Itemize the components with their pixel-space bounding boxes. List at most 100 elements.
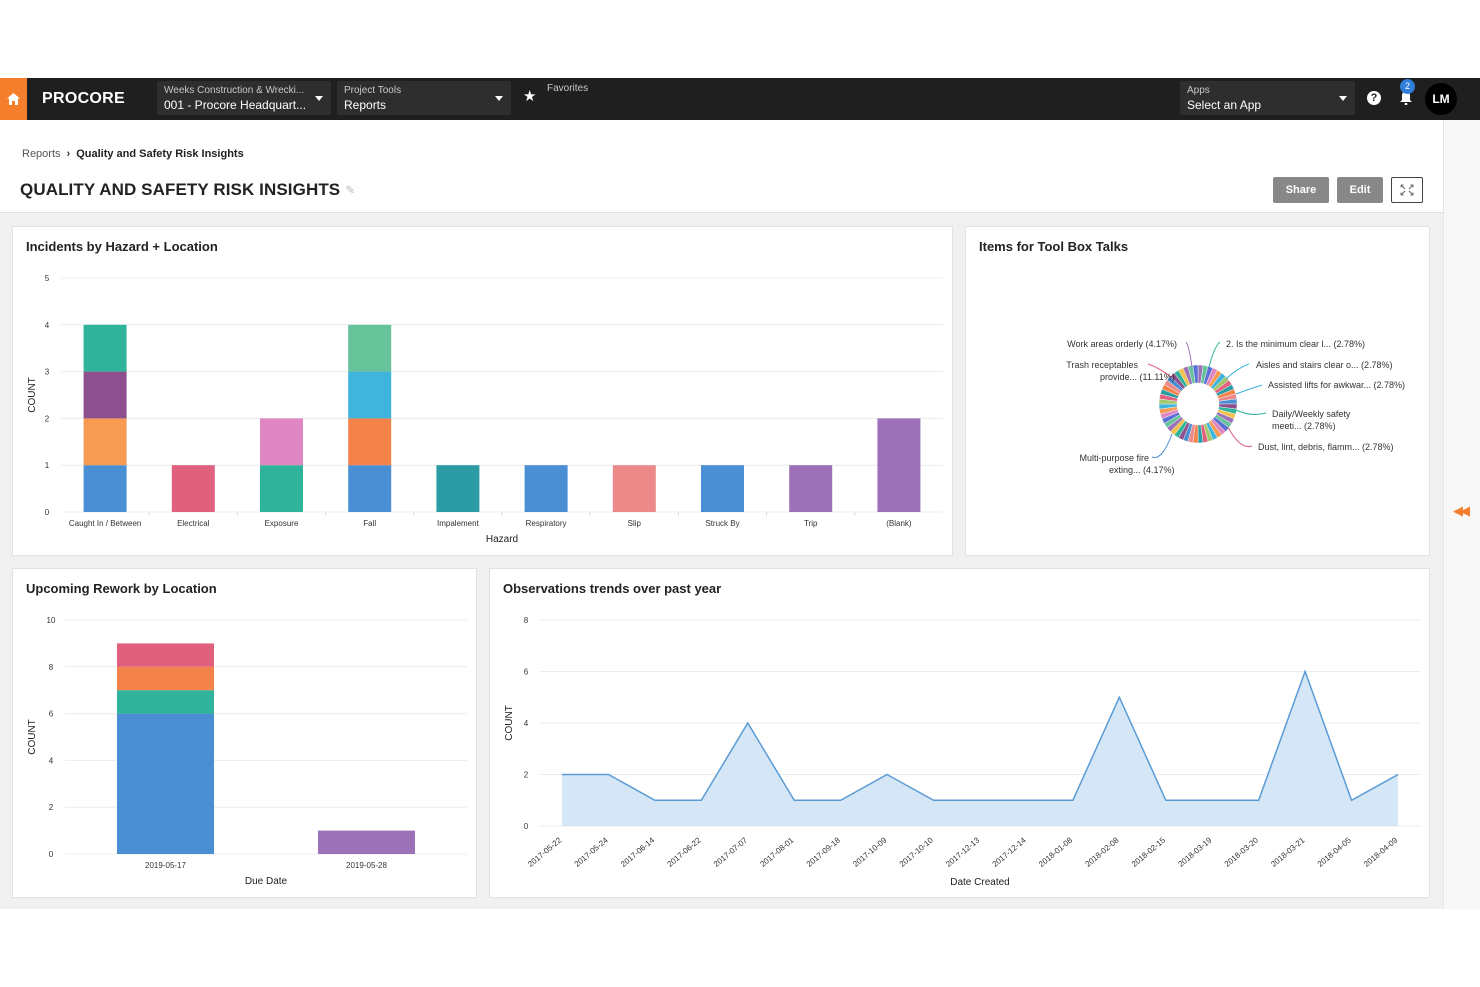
incidents-card-title: Incidents by Hazard + Location xyxy=(26,239,218,254)
star-icon[interactable]: ★ xyxy=(523,88,537,105)
y-tick-label: 2 xyxy=(49,803,54,812)
incidents-card: Incidents by Hazard + Location 0 1 2 3 4 5 COU… xyxy=(12,226,953,556)
x-tick-label: 2019-05-17 xyxy=(145,861,186,870)
bar-segment xyxy=(117,643,214,667)
apps-value: Select an App xyxy=(1187,98,1262,112)
bar-segment xyxy=(701,465,744,512)
y-tick-label: 2 xyxy=(524,771,529,780)
bar-segment xyxy=(260,465,303,512)
bar-segment xyxy=(83,324,127,372)
leader-line xyxy=(1185,341,1193,368)
y-tick-label: 8 xyxy=(49,663,54,672)
leader-line xyxy=(1235,384,1263,395)
y-tick-label: 8 xyxy=(524,616,529,625)
x-tick-label: 2018-03-20 xyxy=(1223,835,1261,869)
top-navigation-bar: PROCORE Weeks Construction & Wrecki... 0… xyxy=(0,78,1480,120)
project-selector[interactable]: Weeks Construction & Wrecki... 001 - Pro… xyxy=(157,81,331,115)
company-label: Weeks Construction & Wrecki... xyxy=(164,85,305,96)
x-tick-label: 2017-10-10 xyxy=(898,835,936,869)
help-icon[interactable]: ? xyxy=(1367,91,1381,105)
apps-label: Apps xyxy=(1187,85,1210,96)
bar-segment xyxy=(348,465,392,512)
observations-card-title: Observations trends over past year xyxy=(503,581,722,596)
y-tick-label: 3 xyxy=(45,368,50,377)
toolbox-card: Items for Tool Box Talks Work areas orde… xyxy=(965,226,1430,556)
x-tick-label: 2017-05-22 xyxy=(526,835,564,869)
rework-chart: 0 2 4 6 8 10 COUNT 2019-05-17 2019-05-28 Due Date xyxy=(27,616,467,887)
x-tick-label: Fall xyxy=(363,519,376,528)
bar-segment xyxy=(348,324,392,372)
home-button[interactable] xyxy=(0,78,27,120)
x-tick-label: 2018-01-08 xyxy=(1037,835,1075,869)
bar-segment xyxy=(318,830,415,854)
y-tick-label: 0 xyxy=(45,508,50,517)
pie-label: Trash receptables xyxy=(1066,360,1138,370)
bar-segment xyxy=(117,713,214,854)
x-axis-label: Hazard xyxy=(486,534,518,545)
y-tick-label: 0 xyxy=(524,822,529,831)
pie-label: provide... (11.11%) xyxy=(1100,372,1175,382)
bar-segment xyxy=(260,418,303,466)
chevron-right-icon: › xyxy=(66,148,71,160)
edit-button[interactable]: Edit xyxy=(1337,177,1383,203)
chevron-down-icon xyxy=(1339,96,1347,101)
observations-chart: 0 2 4 6 8 COUNT 2017-05-22 2017-05-24 2017-06-14… xyxy=(504,616,1420,888)
page-title-row: QUALITY AND SAFETY RISK INSIGHTS ✎ xyxy=(20,180,355,200)
favorites-label[interactable]: Favorites xyxy=(547,83,589,94)
pie-label: Daily/Weekly safety xyxy=(1272,409,1351,419)
y-tick-label: 1 xyxy=(45,461,50,470)
expand-icon xyxy=(1400,184,1414,196)
breadcrumb-current: Quality and Safety Risk Insights xyxy=(76,148,244,160)
leader-line xyxy=(1208,341,1221,368)
notification-badge: 2 xyxy=(1400,79,1415,94)
bar-segment xyxy=(524,465,568,512)
x-tick-label: 2017-06-14 xyxy=(619,835,657,869)
y-tick-label: 5 xyxy=(45,274,50,283)
breadcrumb: Reports › Quality and Safety Risk Insigh… xyxy=(22,148,244,160)
incidents-chart: 0 1 2 3 4 5 COUNT Caught In / Between Electrical… xyxy=(27,274,943,545)
leader-line xyxy=(1225,363,1250,380)
toolbox-card-title: Items for Tool Box Talks xyxy=(979,239,1129,254)
x-tick-label: 2017-05-24 xyxy=(573,835,611,869)
y-tick-label: 6 xyxy=(49,710,54,719)
bar-segment xyxy=(789,465,833,512)
apps-selector[interactable]: Apps Select an App xyxy=(1180,81,1355,115)
leader-line xyxy=(1227,426,1253,448)
leader-line xyxy=(1147,363,1172,378)
bar-segment xyxy=(83,418,127,466)
x-tick-label: 2018-04-09 xyxy=(1362,835,1400,869)
bar-segment xyxy=(117,666,214,691)
leader-line xyxy=(1235,409,1267,415)
x-tick-label: 2017-09-18 xyxy=(805,835,843,869)
breadcrumb-reports-link[interactable]: Reports xyxy=(22,148,61,160)
share-button[interactable]: Share xyxy=(1273,177,1329,203)
x-tick-label: Exposure xyxy=(265,519,299,528)
project-tools-selector[interactable]: Project Tools Reports xyxy=(337,81,511,115)
x-tick-label: 2017-07-07 xyxy=(712,835,750,869)
y-axis-label: COUNT xyxy=(504,705,515,741)
x-tick-label: Impalement xyxy=(437,519,480,528)
bar-segment xyxy=(117,690,214,714)
procore-logo[interactable]: PROCORE xyxy=(42,90,125,107)
fullscreen-button[interactable] xyxy=(1391,177,1423,203)
avatar[interactable]: LM xyxy=(1425,83,1457,115)
x-tick-label: 2018-03-21 xyxy=(1269,835,1307,869)
y-axis-label: COUNT xyxy=(27,719,38,755)
y-tick-label: 2 xyxy=(45,414,50,423)
rework-card-title: Upcoming Rework by Location xyxy=(26,581,217,596)
x-tick-label: 2017-08-01 xyxy=(758,835,796,869)
rework-card: Upcoming Rework by Location 0 2 4 6 8 10 COUNT… xyxy=(12,568,477,898)
y-tick-label: 4 xyxy=(524,719,529,728)
pencil-icon[interactable]: ✎ xyxy=(345,183,356,197)
pie-slice xyxy=(1192,364,1199,384)
tools-value: Reports xyxy=(344,98,387,112)
page-title: QUALITY AND SAFETY RISK INSIGHTS xyxy=(20,180,341,199)
pie-label: meeti... (2.78%) xyxy=(1272,421,1336,431)
x-tick-label: 2018-02-08 xyxy=(1083,835,1121,869)
y-tick-label: 4 xyxy=(49,756,54,765)
pie-label: Dust, lint, debris, flamm... (2.78%) xyxy=(1258,442,1394,452)
y-tick-label: 4 xyxy=(45,321,50,330)
x-tick-label: 2017-10-09 xyxy=(851,835,889,869)
double-chevron-left-icon[interactable]: ◀◀ xyxy=(1453,503,1470,518)
